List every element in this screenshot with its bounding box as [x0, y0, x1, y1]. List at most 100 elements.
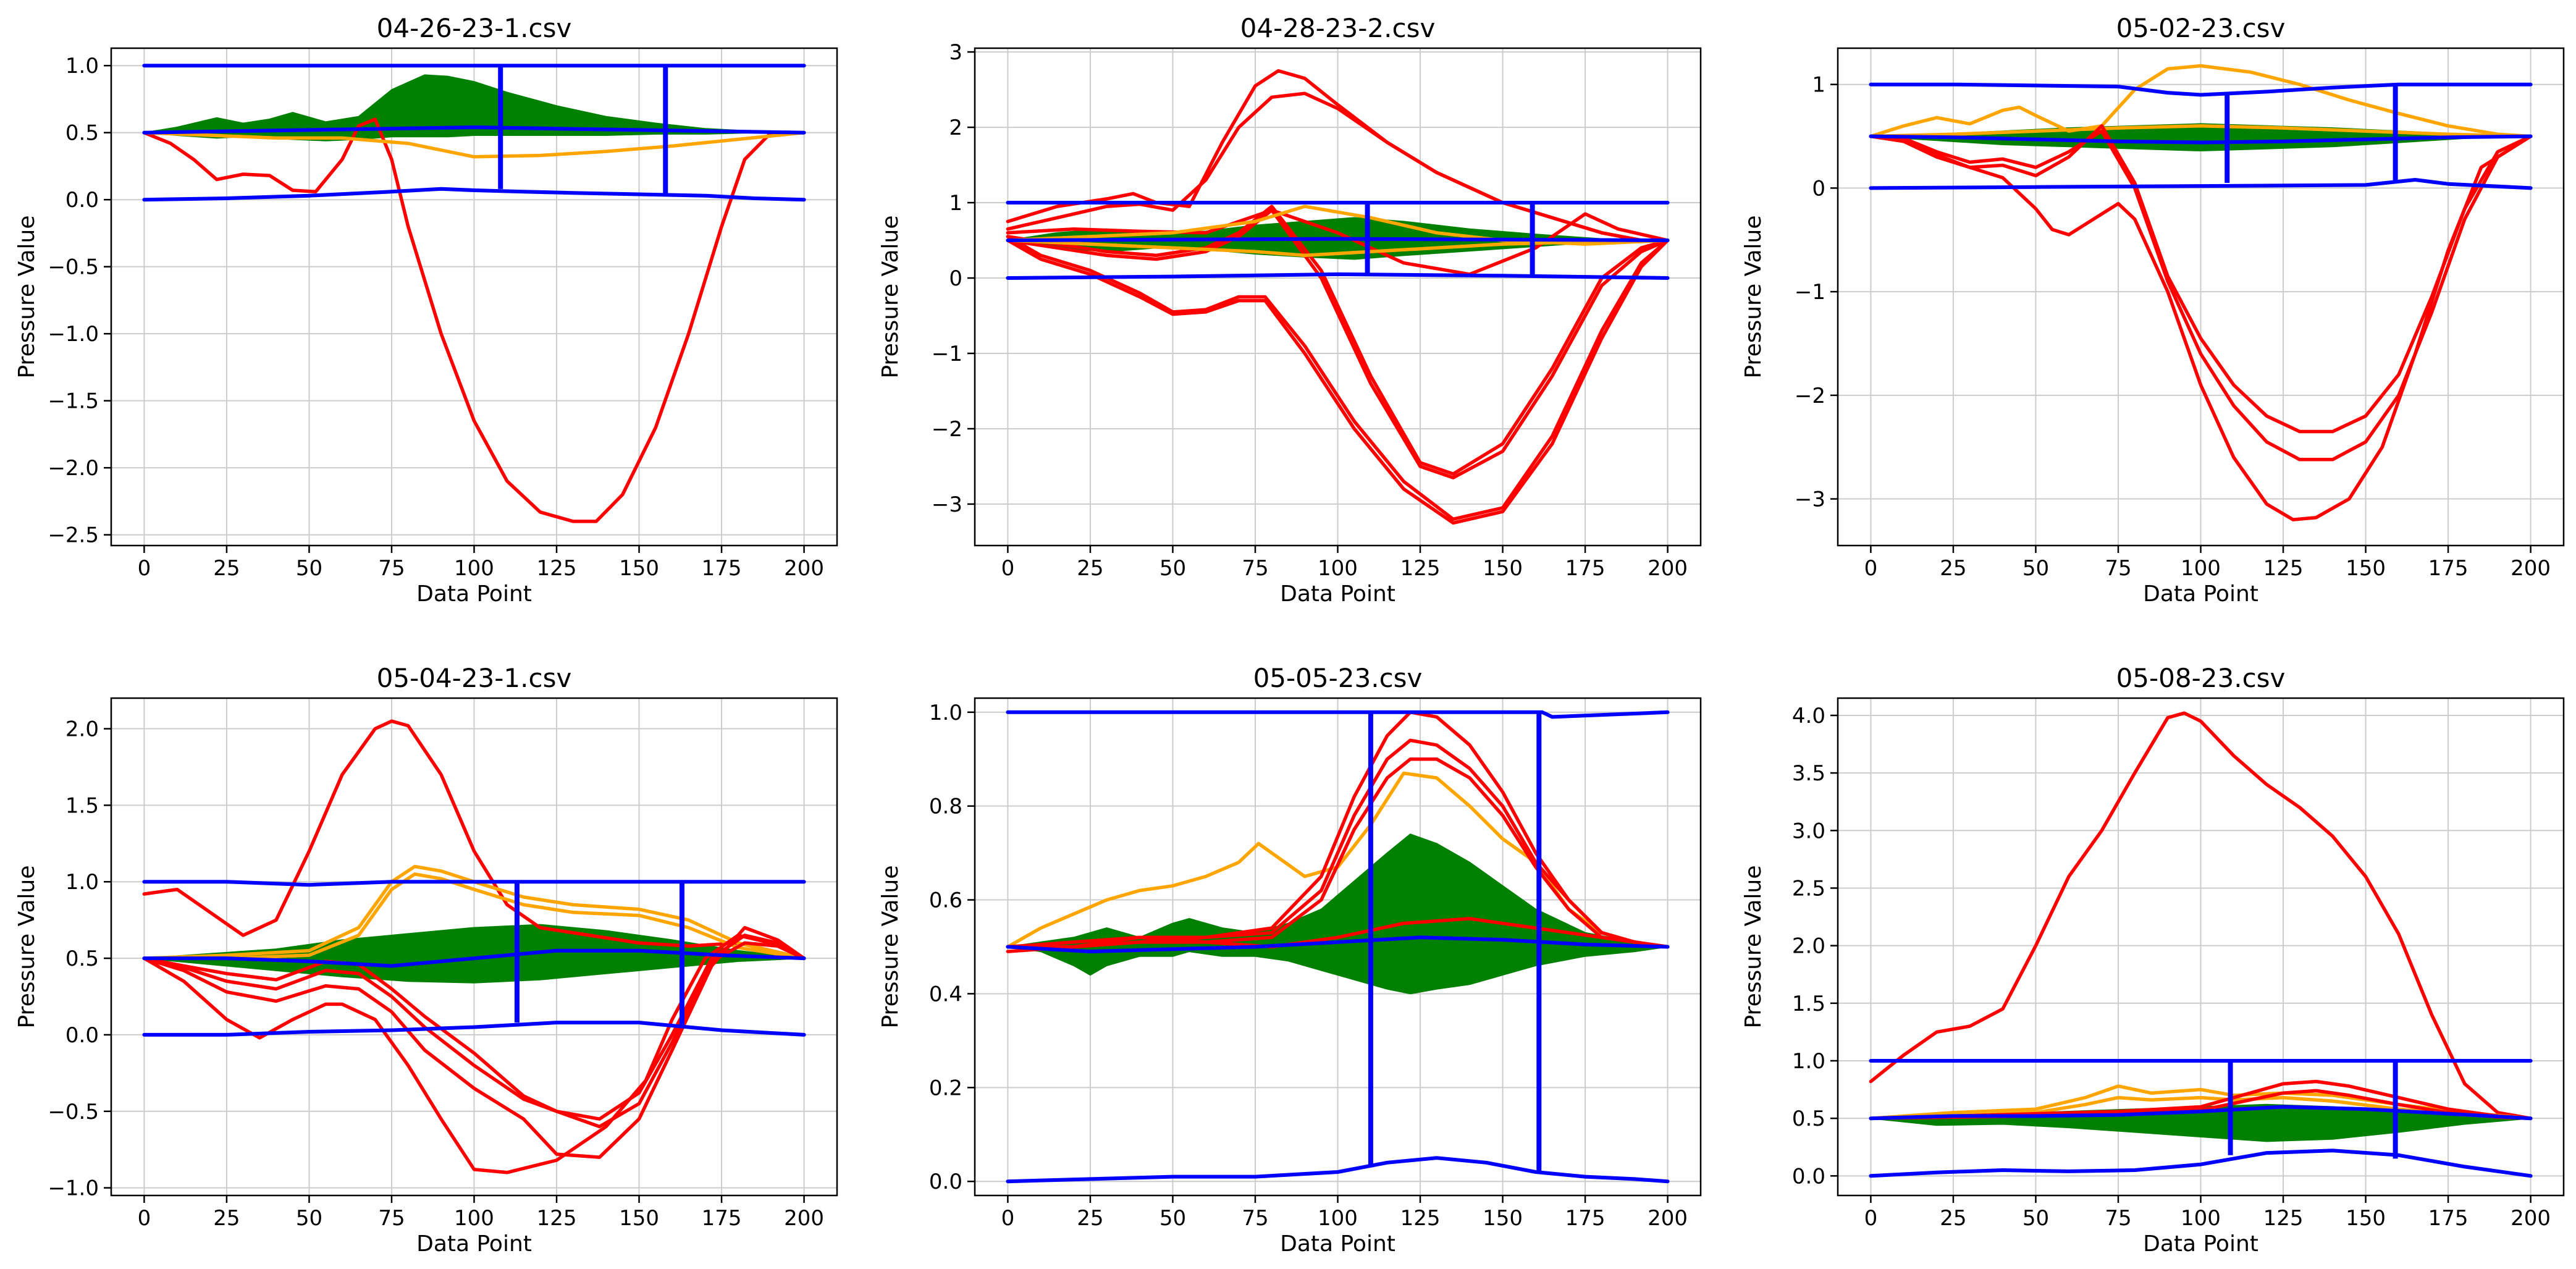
panel-2-ytick-label-4: 1 — [949, 191, 962, 216]
panel-2-ytick-label-6: 3 — [949, 40, 962, 65]
panel-4-title: 05-04-23-1.csv — [377, 663, 572, 693]
panel-6-xtick-label-5: 125 — [2263, 1206, 2304, 1231]
panel-1-xtick-label-7: 175 — [702, 556, 742, 581]
panel-2-red-2-line — [1006, 91, 1670, 242]
panel-6-xtick-label-2: 50 — [2022, 1206, 2049, 1231]
panel-1-blue-mean-line — [142, 125, 806, 135]
panel-3-xtick-label-6: 150 — [2346, 556, 2386, 581]
panel-5-xtick-label-0: 0 — [1001, 1206, 1015, 1231]
panel-5-xtick-label-7: 175 — [1565, 1206, 1606, 1231]
panel-6-ytick-label-7: 3.5 — [1792, 761, 1825, 786]
panel-3-xtick-label-2: 50 — [2022, 556, 2049, 581]
panel-3-ytick-label-3: 0 — [1812, 176, 1825, 201]
panel-3-xtick-label-4: 100 — [2181, 556, 2221, 581]
panel-4-blue-upper-line — [142, 880, 806, 887]
panel-2-red-3-line — [1006, 235, 1670, 521]
panel-1-xtick-label-3: 75 — [378, 556, 405, 581]
panel-6-xlabel: Data Point — [2143, 1231, 2258, 1257]
panel-4-xtick-label-2: 50 — [296, 1206, 322, 1231]
panel-4-xtick-label-3: 75 — [378, 1206, 405, 1231]
panel-1-ytick-label-2: −1.5 — [48, 389, 99, 414]
panel-3-ytick-label-4: 1 — [1812, 73, 1825, 98]
panel-3-blue-upper-line — [1869, 82, 2533, 97]
panel-4-ytick-label-6: 2.0 — [65, 717, 99, 742]
panel-2-xtick-label-6: 150 — [1483, 556, 1523, 581]
panel-2-red-6-line — [1006, 208, 1670, 479]
panel-5-title: 05-05-23.csv — [1253, 663, 1423, 693]
panel-5-xtick-label-2: 50 — [1160, 1206, 1186, 1231]
panel-3-title: 05-02-23.csv — [2116, 13, 2286, 43]
panel-6-ytick-label-5: 2.5 — [1792, 876, 1825, 901]
panel-4-ytick-label-4: 1.0 — [65, 870, 99, 895]
panel-2-xtick-label-3: 75 — [1242, 556, 1268, 581]
panel-3-red-3-line — [1869, 124, 2533, 434]
panel-5-blue-lower-line — [1006, 1156, 1670, 1184]
panel-2-xtick-label-4: 100 — [1318, 556, 1358, 581]
panel-5-xtick-label-3: 75 — [1242, 1206, 1268, 1231]
panel-6-title: 05-08-23.csv — [2116, 663, 2286, 693]
panel-2-ytick-label-5: 2 — [949, 116, 962, 140]
panel-5-ytick-label-4: 0.8 — [929, 795, 962, 819]
panel-4-xtick-label-6: 150 — [619, 1206, 659, 1231]
panel-3: 0 25 50 75 100 125 150 175 200 −3 −2 −1 0 1 05-02-23.c… — [1741, 13, 2565, 607]
panel-3-xtick-label-5: 125 — [2263, 556, 2304, 581]
panel-4-xtick-label-5: 125 — [537, 1206, 577, 1231]
panel-5-red-4-line — [1006, 917, 1670, 953]
panel-6-ytick-label-8: 4.0 — [1792, 704, 1825, 728]
panel-1-xtick-label-1: 25 — [213, 556, 240, 581]
panel-1: 0 25 50 75 100 125 150 175 200 −2.5 −2.0 −1.5 −1.0 −0… — [14, 13, 838, 607]
panel-1-xtick-label-6: 150 — [619, 556, 659, 581]
panel-6-xtick-label-0: 0 — [1864, 1206, 1878, 1231]
panel-3-ytick-label-0: −3 — [1795, 487, 1825, 512]
panel-4-xtick-label-7: 175 — [702, 1206, 742, 1231]
panel-3-xtick-label-8: 200 — [2511, 556, 2551, 581]
panel-2-ylabel: Pressure Value — [878, 215, 903, 378]
panel-3-plot — [1869, 64, 2533, 521]
panel-1-plot — [142, 64, 806, 523]
panel-4-ytick-label-3: 0.5 — [65, 946, 99, 971]
panel-3-ytick-label-1: −2 — [1795, 384, 1825, 408]
panel-4-ytick-label-5: 1.5 — [65, 793, 99, 818]
panel-4-xtick-label-8: 200 — [784, 1206, 824, 1231]
panel-6-ytick-label-4: 2.0 — [1792, 934, 1825, 959]
panel-4-red-5-line — [142, 941, 806, 1129]
panel-5-blue-upper-line — [1006, 710, 1670, 719]
panel-4: 0 25 50 75 100 125 150 175 200 −1.0 −0.5 0.0 0.5 1.0 1… — [14, 663, 838, 1257]
panel-1-xtick-label-2: 50 — [296, 556, 322, 581]
panel-1-xlabel: Data Point — [416, 581, 532, 607]
panel-6-red-2-line — [1869, 1079, 2533, 1120]
panel-6-xtick-label-7: 175 — [2428, 1206, 2469, 1231]
panel-6-ytick-label-3: 1.5 — [1792, 992, 1825, 1016]
panel-2-red-4-line — [1006, 238, 1670, 525]
panel-4-ylabel: Pressure Value — [14, 865, 40, 1028]
panel-6: 0 25 50 75 100 125 150 175 200 0.0 0.5 1.0 1.5 2.0 2.5… — [1741, 663, 2565, 1257]
panel-6-ytick-label-2: 1.0 — [1792, 1049, 1825, 1074]
panel-4-xtick-label-4: 100 — [454, 1206, 494, 1231]
panel-3-red-2-line — [1869, 129, 2533, 462]
panel-1-ytick-label-4: −0.5 — [48, 255, 99, 280]
panel-1-ytick-label-5: 0.0 — [65, 188, 99, 213]
panel-3-xtick-label-3: 75 — [2105, 556, 2131, 581]
panel-3-xlabel: Data Point — [2143, 581, 2258, 607]
panel-6-blue-mean-line — [1869, 1105, 2533, 1121]
panel-5-xtick-label-8: 200 — [1648, 1206, 1688, 1231]
panel-5-ytick-label-2: 0.4 — [929, 982, 962, 1006]
panel-5: 0 25 50 75 100 125 150 175 200 0.0 0.2 0.4 0.6 0.8 1.0… — [878, 663, 1702, 1257]
panel-4-xtick-label-0: 0 — [138, 1206, 151, 1231]
panel-5-xtick-label-6: 150 — [1483, 1206, 1523, 1231]
panel-6-ytick-label-1: 0.5 — [1792, 1107, 1825, 1131]
panel-5-xtick-label-1: 25 — [1077, 1206, 1103, 1231]
panel-6-xtick-label-8: 200 — [2511, 1206, 2551, 1231]
panel-5-ylabel: Pressure Value — [878, 865, 903, 1028]
panel-1-ytick-label-6: 0.5 — [65, 121, 99, 146]
panel-6-blue-lower-line — [1869, 1149, 2533, 1178]
panel-1-red-1-line — [142, 117, 806, 523]
panel-5-blue-mean-line — [1006, 935, 1670, 954]
panel-3-orange-2-line — [1869, 124, 2533, 138]
panel-2-xlabel: Data Point — [1280, 581, 1395, 607]
panel-5-ytick-label-3: 0.6 — [929, 888, 962, 913]
panel-6-plot — [1869, 711, 2533, 1178]
panel-2-ytick-label-3: 0 — [949, 266, 962, 291]
panel-2-plot — [1006, 69, 1670, 525]
panel-1-ytick-label-3: −1.0 — [48, 322, 99, 347]
